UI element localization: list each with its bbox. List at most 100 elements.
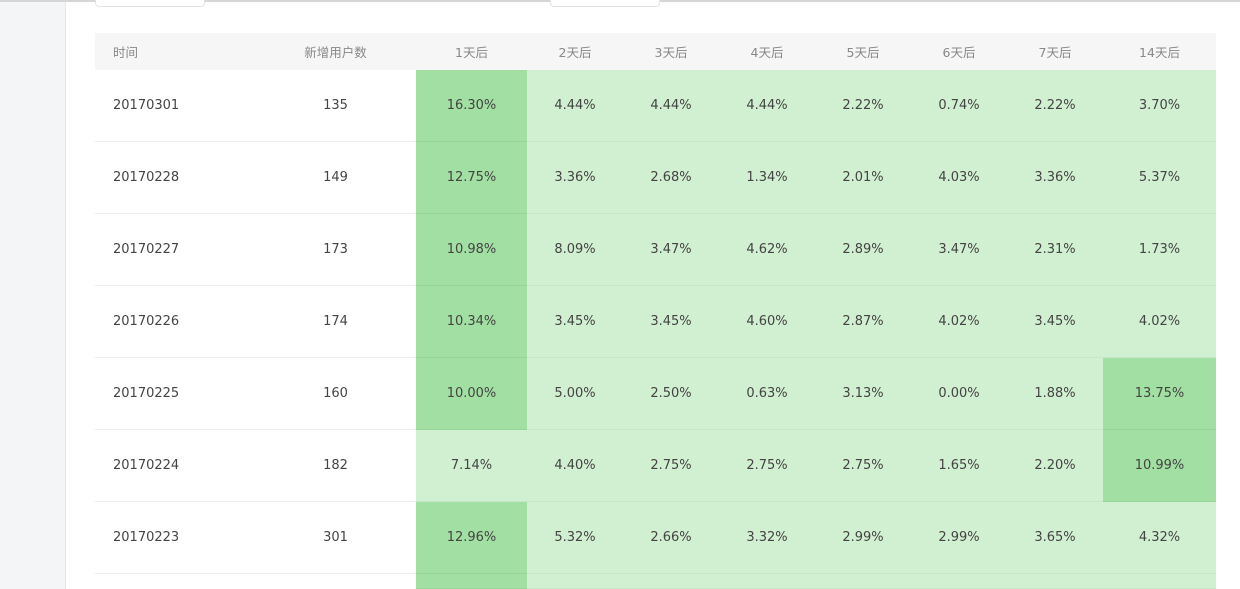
header-new-users: 新增用户数: [255, 33, 416, 70]
cell-day-3: 3.45%: [623, 285, 719, 358]
header-day-2: 2天后: [527, 33, 623, 70]
table-row: 20170228 149 12.75% 3.36% 2.68% 1.34% 2.…: [95, 141, 1216, 214]
cell-day-5: 2.87%: [815, 285, 911, 358]
cell-day-7: 1.88%: [1007, 357, 1103, 430]
cell-day-1: 16.30%: [416, 70, 527, 142]
header-day-4: 4天后: [719, 33, 815, 70]
cell-day-4: 4.62%: [719, 213, 815, 286]
cell-day-2: 8.09%: [527, 213, 623, 286]
cell-day-1: 12.96%: [416, 501, 527, 574]
header-date: 时间: [95, 33, 255, 70]
header-day-7: 7天后: [1007, 33, 1103, 70]
cell-day-2: 5.32%: [527, 501, 623, 574]
sidebar: [0, 2, 66, 589]
cell-day-7: 2.22%: [1007, 70, 1103, 142]
cell-day-1: 10.98%: [416, 213, 527, 286]
cell-new-users: [255, 574, 416, 589]
cell-date: [95, 574, 255, 589]
cell-new-users: 173: [255, 213, 416, 286]
table-row: 20170227 173 10.98% 8.09% 3.47% 4.62% 2.…: [95, 213, 1216, 286]
header-day-1: 1天后: [416, 33, 527, 70]
cell-day-5: 2.99%: [815, 501, 911, 574]
cell-day-6: 2.99%: [911, 501, 1007, 574]
cell-day-4: 1.34%: [719, 141, 815, 214]
cell-day-5: [815, 573, 911, 589]
cell-new-users: 135: [255, 70, 416, 142]
table-row: 20170301 135 16.30% 4.44% 4.44% 4.44% 2.…: [95, 70, 1216, 142]
cell-day-3: 3.47%: [623, 213, 719, 286]
cell-day-6: 4.02%: [911, 285, 1007, 358]
cell-day-3: [623, 573, 719, 589]
cell-day-4: 2.75%: [719, 429, 815, 502]
cell-day-5: 3.13%: [815, 357, 911, 430]
cell-date: 20170224: [95, 429, 255, 502]
cell-day-3: 2.66%: [623, 501, 719, 574]
cell-day-2: 3.36%: [527, 141, 623, 214]
cell-day-14: 3.70%: [1103, 70, 1216, 142]
cell-day-14: 13.75%: [1103, 357, 1216, 430]
cell-day-2: 3.45%: [527, 285, 623, 358]
cell-day-7: 2.20%: [1007, 429, 1103, 502]
cell-day-6: 0.74%: [911, 70, 1007, 142]
cell-day-5: 2.75%: [815, 429, 911, 502]
cell-day-1: 10.34%: [416, 285, 527, 358]
cell-day-4: 0.63%: [719, 357, 815, 430]
cell-day-14: 1.73%: [1103, 213, 1216, 286]
table-row: 20170226 174 10.34% 3.45% 3.45% 4.60% 2.…: [95, 285, 1216, 358]
cell-day-5: 2.22%: [815, 70, 911, 142]
cell-day-4: 4.60%: [719, 285, 815, 358]
header-day-6: 6天后: [911, 33, 1007, 70]
cell-day-2: 4.44%: [527, 70, 623, 142]
cell-date: 20170225: [95, 357, 255, 430]
filter-control-right[interactable]: [550, 0, 660, 7]
table-row: 20170225 160 10.00% 5.00% 2.50% 0.63% 3.…: [95, 357, 1216, 430]
cell-day-4: [719, 573, 815, 589]
table-header: 时间 新增用户数 1天后 2天后 3天后 4天后 5天后 6天后 7天后 14天…: [95, 33, 1216, 70]
retention-table: 时间 新增用户数 1天后 2天后 3天后 4天后 5天后 6天后 7天后 14天…: [95, 33, 1216, 589]
cell-day-6: 1.65%: [911, 429, 1007, 502]
table-body: 20170301 135 16.30% 4.44% 4.44% 4.44% 2.…: [95, 70, 1216, 589]
header-day-5: 5天后: [815, 33, 911, 70]
cell-day-14: [1103, 573, 1216, 589]
cell-day-1: 12.75%: [416, 141, 527, 214]
cell-day-4: 4.44%: [719, 70, 815, 142]
cell-day-14: 4.02%: [1103, 285, 1216, 358]
cell-day-2: [527, 573, 623, 589]
cell-day-6: 3.47%: [911, 213, 1007, 286]
table-row: 20170224 182 7.14% 4.40% 2.75% 2.75% 2.7…: [95, 429, 1216, 502]
cell-day-7: 2.31%: [1007, 213, 1103, 286]
filter-control-left[interactable]: [95, 0, 205, 7]
cell-day-14: 10.99%: [1103, 429, 1216, 502]
cell-day-3: 2.75%: [623, 429, 719, 502]
cell-day-3: 2.50%: [623, 357, 719, 430]
cell-day-4: 3.32%: [719, 501, 815, 574]
cell-day-3: 4.44%: [623, 70, 719, 142]
cell-date: 20170226: [95, 285, 255, 358]
cell-day-5: 2.01%: [815, 141, 911, 214]
cell-date: 20170223: [95, 501, 255, 574]
cell-day-7: [1007, 573, 1103, 589]
cell-day-5: 2.89%: [815, 213, 911, 286]
cell-day-7: 3.36%: [1007, 141, 1103, 214]
cell-day-2: 4.40%: [527, 429, 623, 502]
cell-day-1: [416, 573, 527, 589]
cell-day-6: [911, 573, 1007, 589]
cell-day-6: 0.00%: [911, 357, 1007, 430]
cell-day-14: 4.32%: [1103, 501, 1216, 574]
header-day-3: 3天后: [623, 33, 719, 70]
cell-day-7: 3.45%: [1007, 285, 1103, 358]
cell-new-users: 301: [255, 501, 416, 574]
header-day-14: 14天后: [1103, 33, 1216, 70]
cell-date: 20170301: [95, 70, 255, 142]
cell-day-14: 5.37%: [1103, 141, 1216, 214]
cell-new-users: 160: [255, 357, 416, 430]
cell-new-users: 174: [255, 285, 416, 358]
cell-new-users: 182: [255, 429, 416, 502]
cell-date: 20170227: [95, 213, 255, 286]
table-row: 20170223 301 12.96% 5.32% 2.66% 3.32% 2.…: [95, 501, 1216, 574]
cell-day-1: 7.14%: [416, 429, 527, 502]
cell-day-6: 4.03%: [911, 141, 1007, 214]
cell-day-3: 2.68%: [623, 141, 719, 214]
table-row-partial: [95, 573, 1216, 589]
cell-day-1: 10.00%: [416, 357, 527, 430]
